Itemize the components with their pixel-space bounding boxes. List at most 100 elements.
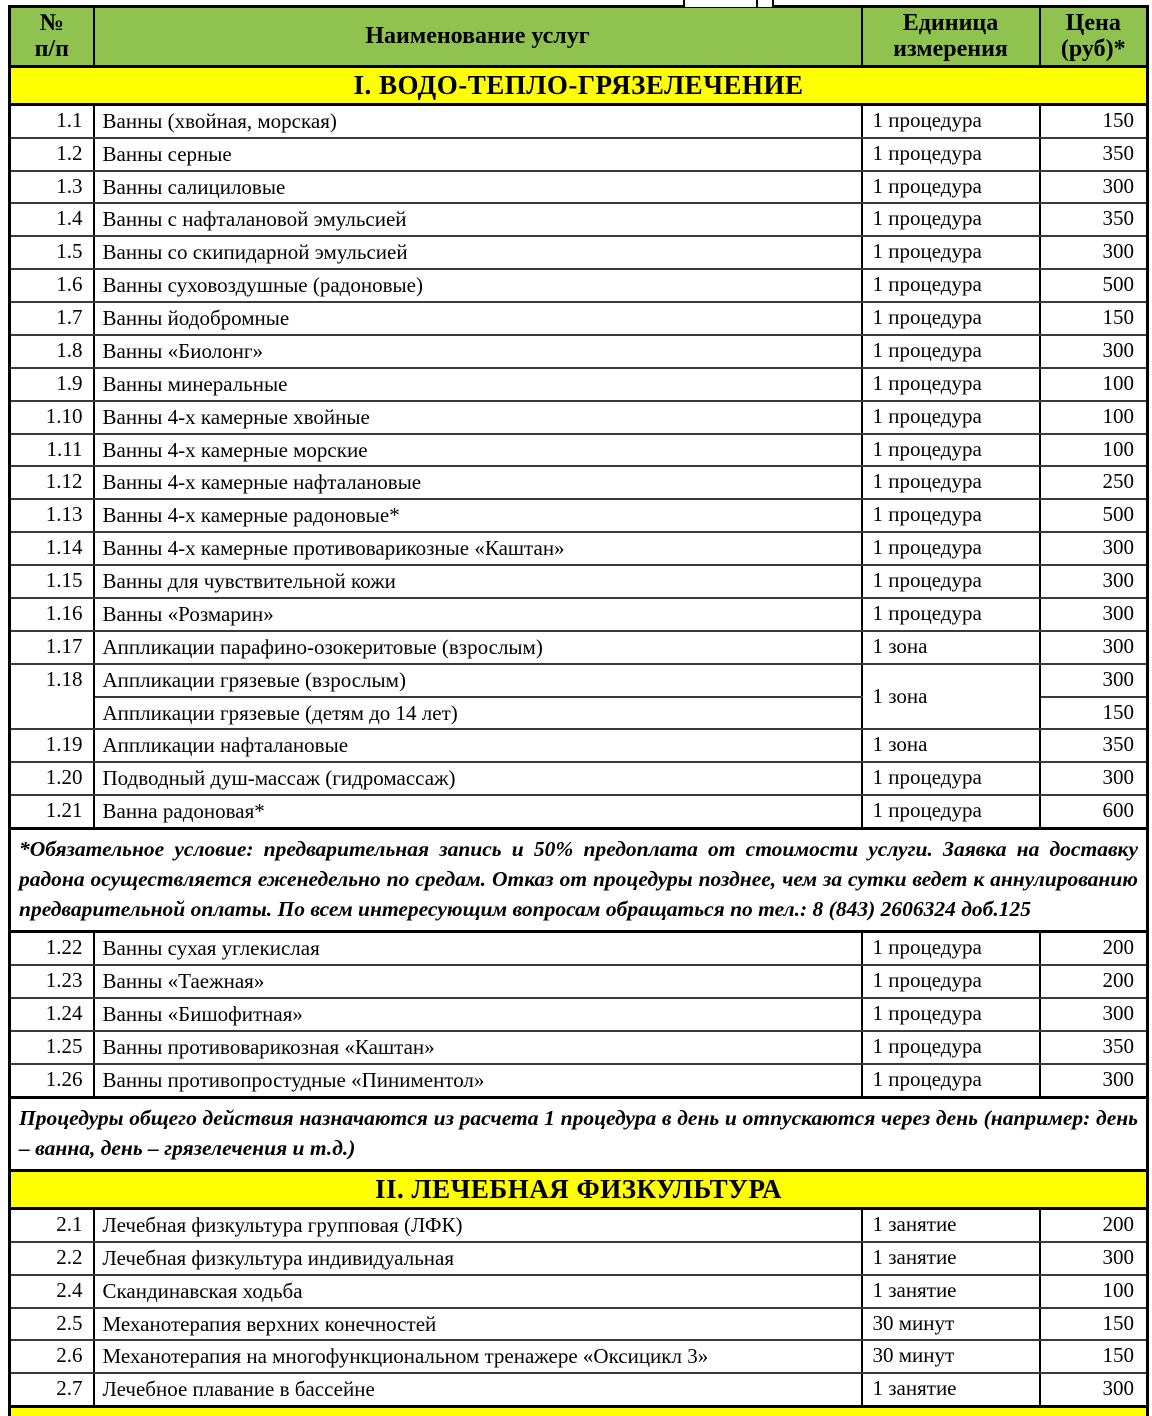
price-cell: 300 (1038, 1372, 1149, 1408)
row-num: 1.21 (8, 794, 95, 830)
row-num: 2.2 (8, 1240, 95, 1276)
table-row: 1.15 Ванны для чувствительной кожи 1 проце… (8, 564, 1149, 599)
price-cell: 300 (1038, 662, 1149, 698)
price-cell: 500 (1038, 498, 1149, 534)
row-num: 1.8 (8, 333, 95, 369)
price-cell: 150 (1038, 1306, 1149, 1342)
price-cell: 300 (1038, 169, 1149, 205)
unit-cell: 1 процедура (860, 465, 1041, 501)
service-name: Механотерапия верхних конечностей (92, 1306, 863, 1342)
table-row: Аппликации грязевые (детям до 14 лет) 150 (10, 695, 1149, 731)
price-cell: 300 (1038, 235, 1149, 271)
row-num: 1.22 (8, 930, 95, 967)
table-row: 1.1 Ванны (хвойная, морская) 1 процедура 15… (8, 103, 1149, 139)
unit-cell: 1 процедура (860, 301, 1041, 336)
unit-cell: 1 процедура (860, 761, 1041, 797)
unit-cell: 1 занятие (860, 1207, 1041, 1243)
row-num: 1.13 (8, 498, 95, 534)
section-header-row: III. МАССАЖ (8, 1405, 1149, 1416)
unit-cell: 1 процедура (860, 1062, 1041, 1099)
price-cell: 350 (1038, 136, 1149, 172)
row-num: 1.25 (8, 1029, 95, 1065)
service-name: Ванны 4-х камерные противоварикозные «Ка… (92, 531, 863, 567)
row-num: 2.7 (8, 1372, 95, 1408)
note-row: *Обязательное условие: предварительная з… (8, 827, 1149, 934)
price-cell: 200 (1038, 1207, 1149, 1243)
price-cell: 300 (1038, 531, 1149, 567)
table-row: 1.23 Ванны «Таежная» 1 процедура 200 (8, 964, 1149, 1000)
section-header: I. ВОДО-ТЕПЛО-ГРЯЗЕЛЕЧЕНИЕ (8, 64, 1149, 106)
table-row: 1.26 Ванны противопростудные «Пиниментол»… (8, 1062, 1149, 1099)
section-header-row: I. ВОДО-ТЕПЛО-ГРЯЗЕЛЕЧЕНИЕ (8, 64, 1149, 106)
table-row: 2.7 Лечебное плавание в бассейне 1 занятие… (8, 1372, 1149, 1408)
table-row: 1.14 Ванны 4-х камерные противоварикозные… (8, 531, 1149, 567)
table-row: 2.1 Лечебная физкультура групповая (ЛФК) 1… (8, 1207, 1149, 1243)
price-cell: 100 (1038, 399, 1149, 435)
price-cell: 300 (1038, 1062, 1149, 1099)
unit-cell: 1 процедура (860, 1029, 1041, 1065)
price-cell: 300 (1038, 1240, 1149, 1276)
section-header: II. ЛЕЧЕБНАЯ ФИЗКУЛЬТУРА (8, 1168, 1149, 1210)
service-name: Ванны 4-х камерные радоновые* (92, 498, 863, 534)
price-cell: 300 (1038, 761, 1149, 797)
row-num: 1.19 (8, 728, 95, 764)
price-table: № п/п Наименование услуг Единица измерен… (8, 5, 1149, 1416)
price-cell: 200 (1038, 964, 1149, 1000)
service-name: Ванны со скипидарной эмульсией (92, 235, 863, 271)
table-header-row: № п/п Наименование услуг Единица измерен… (8, 5, 1149, 68)
service-name: Ванны «Таежная» (92, 964, 863, 1000)
row-num: 2.5 (8, 1306, 95, 1342)
table-row: 1.3 Ванны салициловые 1 процедура 300 (8, 169, 1149, 205)
unit-cell: 1 процедура (860, 794, 1041, 830)
unit-cell: 1 процедура (860, 333, 1041, 369)
table-row: 1.22 Ванны сухая углекислая 1 процедура 200 (8, 930, 1149, 967)
row-num: 1.4 (8, 202, 95, 238)
service-name: Ванны (хвойная, морская) (92, 103, 863, 139)
table-row: 1.5 Ванны со скипидарной эмульсией 1 проце… (8, 235, 1149, 271)
row-num: 1.15 (8, 564, 95, 599)
unit-cell: 1 процедура (860, 235, 1041, 271)
price-cell: 150 (1038, 1339, 1149, 1375)
service-name: Лечебная физкультура групповая (ЛФК) (92, 1207, 863, 1243)
table-row: 1.21 Ванна радоновая* 1 процедура 600 (8, 794, 1149, 830)
row-num: 1.5 (8, 235, 95, 271)
table-row: 1.6 Ванны суховоздушные (радоновые) 1 проц… (8, 268, 1149, 304)
service-name: Ванны с нафталановой эмульсией (92, 202, 863, 238)
unit-cell: 1 занятие (860, 1273, 1041, 1309)
service-name: Аппликации грязевые (детям до 14 лет) (92, 695, 863, 731)
price-cell: 300 (1038, 333, 1149, 369)
table-row: 1.4 Ванны с нафталановой эмульсией 1 проце… (8, 202, 1149, 238)
table-row: 1.17 Аппликации парафино-озокеритовые (вз… (8, 629, 1149, 665)
table-row: 1.18 Аппликации грязевые (взрослым) 1 зона… (8, 662, 1149, 731)
price-cell: 300 (1038, 997, 1149, 1032)
unit-cell: 1 зона (860, 728, 1041, 764)
price-cell: 150 (1038, 695, 1149, 731)
row-num: 1.23 (8, 964, 95, 1000)
cropped-row-artifact (683, 0, 774, 7)
price-cell: 300 (1038, 596, 1149, 632)
service-name: Ванны 4-х камерные морские (92, 432, 863, 468)
unit-cell: 1 процедура (860, 596, 1041, 632)
note-row: Процедуры общего действия назначаются из… (8, 1095, 1149, 1172)
col-header-unit: Единица измерения (860, 5, 1041, 68)
row-num: 2.1 (8, 1207, 95, 1243)
table-row: 1.16 Ванны «Розмарин» 1 процедура 300 (8, 596, 1149, 632)
price-cell: 350 (1038, 1029, 1149, 1065)
unit-cell: 1 процедура (860, 564, 1041, 599)
unit-cell: 30 минут (860, 1339, 1041, 1375)
service-name: Ванны для чувствительной кожи (92, 564, 863, 599)
unit-cell: 1 процедура (860, 498, 1041, 534)
service-name: Ванны суховоздушные (радоновые) (92, 268, 863, 304)
table-row: 1.11 Ванны 4-х камерные морские 1 процедур… (8, 432, 1149, 468)
service-name: Скандинавская ходьба (92, 1273, 863, 1309)
service-name: Ванны салициловые (92, 169, 863, 205)
row-num: 1.9 (8, 366, 95, 402)
section-header: III. МАССАЖ (8, 1405, 1149, 1416)
row-num: 1.10 (8, 399, 95, 435)
row-num: 1.24 (8, 997, 95, 1032)
service-name: Ванны сухая углекислая (92, 930, 863, 967)
row-num: 1.17 (8, 629, 95, 665)
table-row: 1.25 Ванны противоварикозная «Каштан» 1 пр… (8, 1029, 1149, 1065)
row-num: 1.7 (8, 301, 95, 336)
